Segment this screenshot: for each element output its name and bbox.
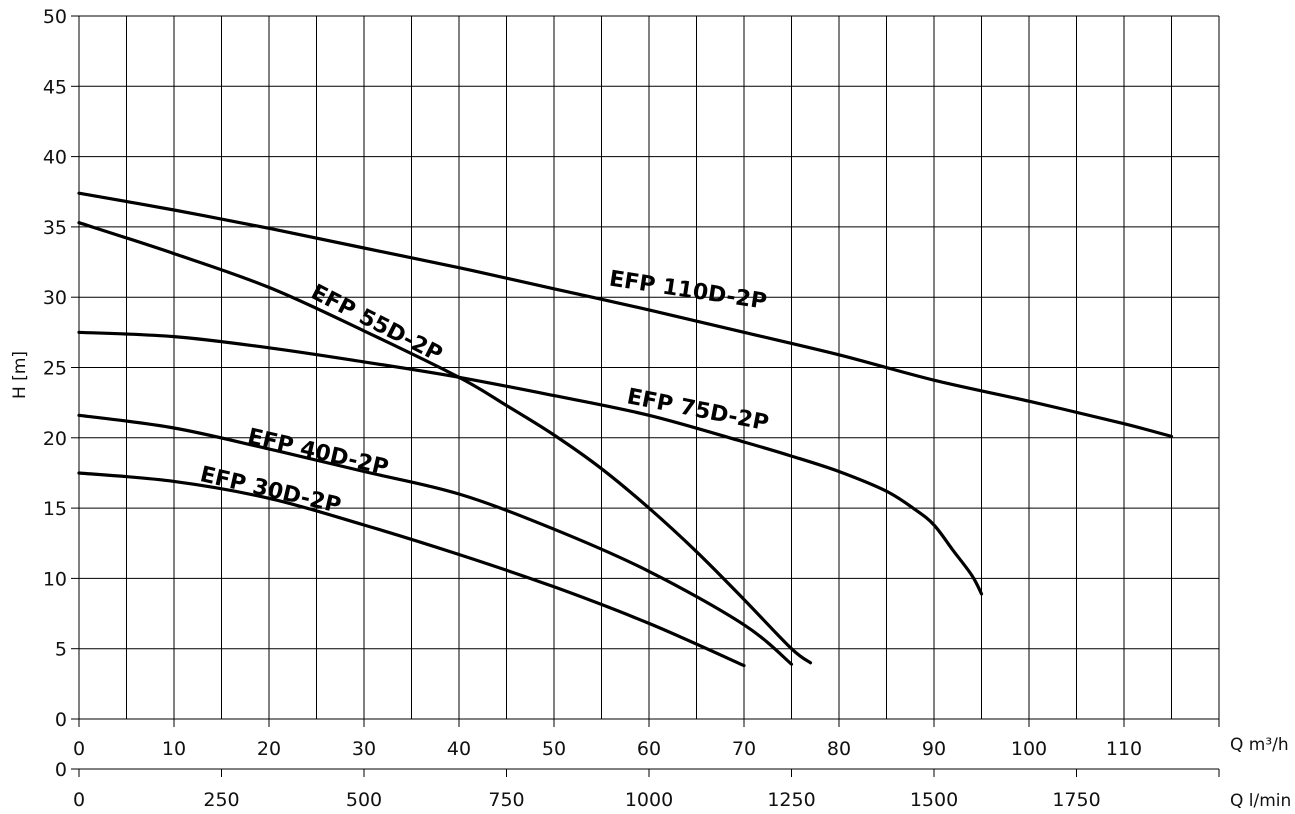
x2-tick-label: 1500 bbox=[910, 789, 958, 811]
label-efp-30d-2p: EFP 30D-2P bbox=[198, 462, 344, 519]
x2-tick-label: 250 bbox=[203, 789, 239, 811]
x-tick-label: 110 bbox=[1106, 738, 1142, 760]
curve-efp-40d-2p bbox=[77, 413, 794, 666]
x2-axis-zero-label: 0 bbox=[55, 759, 67, 781]
x-tick-label: 70 bbox=[732, 738, 756, 760]
x-tick-label: 60 bbox=[637, 738, 661, 760]
x-tick-label: 0 bbox=[73, 738, 85, 760]
y-tick-label: 35 bbox=[43, 217, 67, 239]
curves bbox=[77, 191, 1174, 668]
x2-tick-label: 500 bbox=[346, 789, 382, 811]
grid bbox=[78, 15, 1220, 720]
x-tick-label: 40 bbox=[447, 738, 471, 760]
y-tick-label: 45 bbox=[43, 76, 67, 98]
x2-tick-label: 750 bbox=[488, 789, 524, 811]
x2-tick-label: 1750 bbox=[1052, 789, 1100, 811]
y-tick-label: 20 bbox=[43, 428, 67, 450]
y-tick-label: 5 bbox=[55, 639, 67, 661]
curve-efp-30d-2p bbox=[77, 471, 746, 668]
y-axis-label: H [m] bbox=[10, 351, 30, 399]
y-tick-label: 0 bbox=[55, 709, 67, 731]
x-tick-label: 10 bbox=[162, 738, 186, 760]
y-tick-label: 15 bbox=[43, 498, 67, 520]
x2-tick-label: 0 bbox=[73, 789, 85, 811]
y-tick-label: 30 bbox=[43, 287, 67, 309]
y-tick-label: 25 bbox=[43, 358, 67, 380]
x-tick-label: 30 bbox=[352, 738, 376, 760]
x2-axis-label: Q l/min bbox=[1230, 791, 1291, 811]
x-tick-label: 20 bbox=[257, 738, 281, 760]
curve-efp-110d-2p bbox=[77, 191, 1174, 438]
axes: Q m³/h Q l/min H [m] 0 5 10 15 20 25 30 35 40 45 5… bbox=[10, 6, 1291, 811]
curve-efp-55d-2p bbox=[77, 221, 813, 665]
x-tick-label: 50 bbox=[542, 738, 566, 760]
y-tick-label: 10 bbox=[43, 568, 67, 590]
y-tick-label: 40 bbox=[43, 147, 67, 169]
label-efp-40d-2p: EFP 40D-2P bbox=[245, 424, 391, 481]
x-tick-label: 100 bbox=[1011, 738, 1047, 760]
label-efp-55d-2p: EFP 55D-2P bbox=[307, 280, 446, 368]
curve-efp-75d-2p bbox=[77, 330, 984, 596]
x-axis-label: Q m³/h bbox=[1230, 735, 1289, 755]
x2-tick-label: 1250 bbox=[767, 789, 815, 811]
x2-tick-label: 1000 bbox=[625, 789, 673, 811]
y-tick-label: 50 bbox=[43, 6, 67, 28]
x-tick-label: 90 bbox=[922, 738, 946, 760]
x-tick-label: 80 bbox=[827, 738, 851, 760]
